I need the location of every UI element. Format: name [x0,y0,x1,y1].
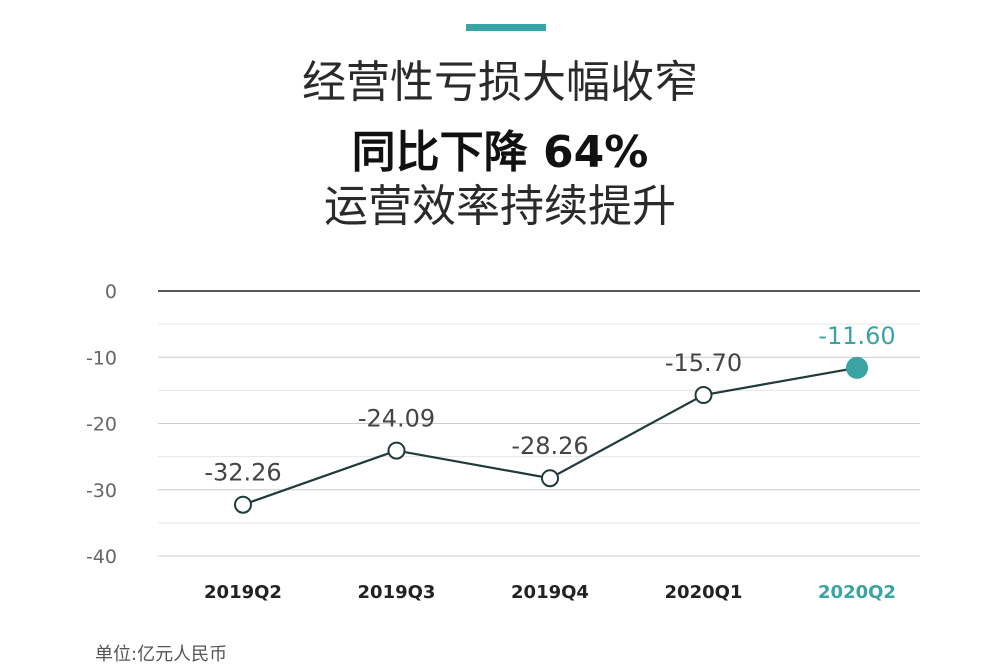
y-tick-label: -30 [86,480,117,502]
y-tick-label: 0 [105,281,117,303]
y-tick-label: -10 [86,347,117,369]
data-label: -15.70 [665,349,742,377]
unit-note: 单位:亿元人民币 [95,644,228,665]
data-label: -28.26 [511,432,588,460]
data-label: -24.09 [358,405,435,433]
y-tick-label: -40 [86,546,117,568]
headline-line-3: 运营效率持续提升 [324,181,676,232]
data-label: -11.60 [818,322,895,350]
headline-line-2: 同比下降 64% [351,127,649,178]
data-point [694,386,713,405]
data-point [234,495,252,514]
y-tick-label: -20 [86,414,117,436]
headline-line-1: 经营性亏损大幅收窄 [302,57,698,108]
data-label: -32.26 [204,459,281,487]
x-tick-label: 2019Q4 [511,582,589,603]
accent-bar [466,24,546,31]
x-tick-label: 2020Q2 [818,582,896,603]
data-point [387,441,406,460]
x-tick-label: 2020Q1 [665,582,743,603]
data-point-highlight [846,356,868,379]
x-tick-label: 2019Q3 [358,582,436,603]
x-tick-label: 2019Q2 [204,582,282,603]
data-point [541,469,559,488]
